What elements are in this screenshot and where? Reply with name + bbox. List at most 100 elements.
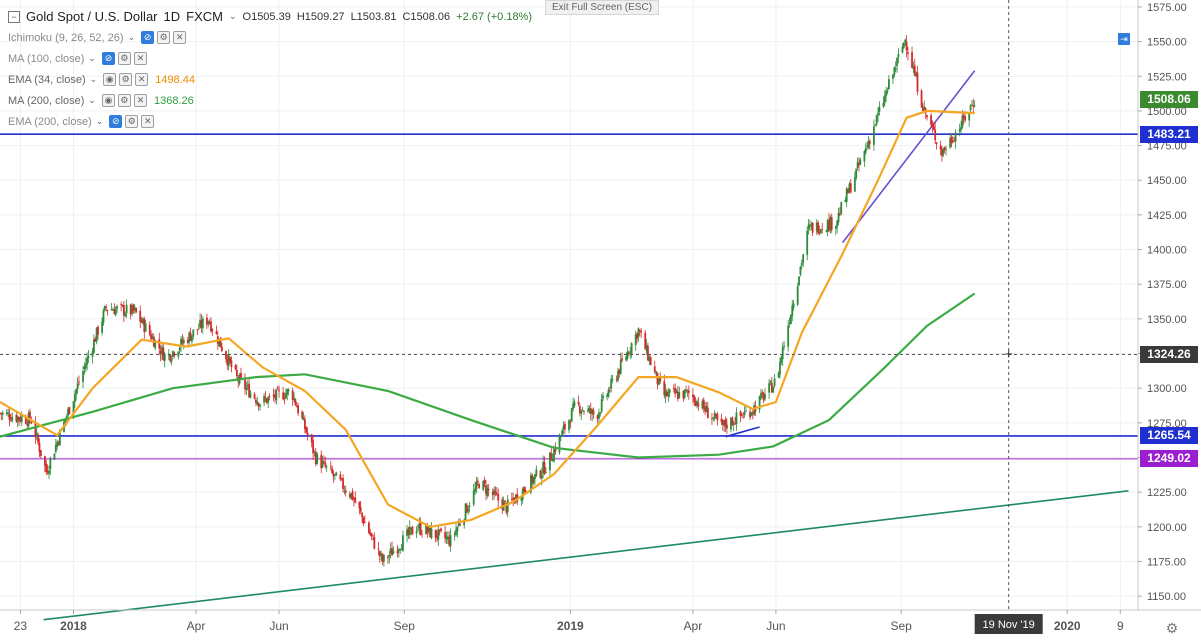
candle-body — [926, 115, 928, 118]
close-icon[interactable]: ✕ — [133, 52, 147, 65]
indicator-ma100[interactable]: MA (100, close) ⌄ ⊘ ⚙ ✕ — [8, 48, 532, 69]
interval-label[interactable]: 1D — [163, 9, 181, 24]
chevron-down-icon[interactable]: ⌄ — [95, 116, 104, 126]
candle-body — [705, 405, 708, 412]
candle-body — [897, 54, 900, 58]
visibility-hidden-icon[interactable]: ⊘ — [141, 31, 155, 44]
candle-body — [399, 549, 402, 551]
candle-body — [468, 506, 471, 508]
candle-body — [181, 339, 184, 344]
candle-body — [578, 405, 581, 414]
time-tick-label: 2019 — [557, 619, 584, 633]
candle-body — [263, 395, 265, 403]
indicator-ema34[interactable]: EMA (34, close) ⌄ ◉ ⚙ ✕ 1498.44 — [8, 69, 532, 90]
candle-body — [667, 392, 670, 397]
candle-body — [745, 410, 747, 412]
candle-body — [950, 137, 953, 143]
candle-body — [397, 549, 400, 552]
candle-body — [429, 525, 432, 538]
candle-body — [768, 383, 771, 393]
candle-body — [72, 401, 75, 415]
chart-settings-icon[interactable]: ⚙ — [1165, 620, 1179, 636]
candle-body — [830, 217, 833, 230]
exit-full-screen-hint[interactable]: Exit Full Screen (ESC) — [545, 0, 660, 15]
visibility-hidden-icon[interactable]: ⊘ — [109, 115, 123, 128]
time-tick-label: 23 — [14, 619, 28, 633]
indicator-name[interactable]: EMA (34, close) — [8, 73, 86, 86]
candle-body — [723, 420, 726, 426]
candle-body — [380, 553, 383, 556]
candle-body — [1, 412, 4, 415]
indicator-ma200[interactable]: MA (200, close) ⌄ ◉ ⚙ ✕ 1368.26 — [8, 90, 532, 111]
candle-body — [189, 332, 192, 341]
candle-body — [381, 554, 384, 563]
visibility-icon[interactable]: ◉ — [103, 73, 117, 86]
collapse-legend-icon[interactable]: − — [8, 10, 20, 23]
candle-body — [691, 394, 694, 397]
candle-body — [408, 526, 411, 535]
visibility-hidden-icon[interactable]: ⊘ — [101, 52, 115, 65]
candle-body — [682, 390, 685, 399]
close-icon[interactable]: ✕ — [141, 115, 155, 128]
indicator-name[interactable]: MA (100, close) — [8, 52, 85, 65]
candle-body — [573, 401, 576, 406]
price-tick-label: 1375.00 — [1147, 279, 1187, 291]
chevron-down-icon[interactable]: ⌄ — [127, 32, 136, 42]
candle-body — [333, 474, 336, 476]
candle-body — [48, 470, 50, 475]
candle-body — [724, 419, 727, 427]
time-axis[interactable]: 23 2018 Apr Jun Sep 2019 Apr Jun Sep 2020 9 19 Nov … — [0, 609, 1201, 634]
settings-icon[interactable]: ⚙ — [157, 31, 171, 44]
candle-body — [901, 46, 904, 53]
indicator-name[interactable]: EMA (200, close) — [8, 115, 92, 128]
candle-body — [54, 444, 57, 453]
candle-body — [112, 310, 114, 311]
chevron-down-icon[interactable]: ⌄ — [228, 11, 237, 21]
candle-body — [30, 421, 33, 424]
indicator-name[interactable]: Ichimoku (9, 26, 52, 26) — [8, 31, 124, 44]
scroll-to-realtime-icon[interactable]: ⇥ — [1118, 33, 1130, 45]
indicator-ichimoku[interactable]: Ichimoku (9, 26, 52, 26) ⌄ ⊘ ⚙ ✕ — [8, 27, 532, 48]
settings-icon[interactable]: ⚙ — [119, 73, 133, 86]
candle-body — [219, 337, 222, 348]
candle-body — [282, 392, 285, 400]
candle-body — [838, 213, 841, 216]
candle-body — [445, 537, 448, 540]
settings-icon[interactable]: ⚙ — [125, 115, 139, 128]
settings-icon[interactable]: ⚙ — [117, 94, 131, 107]
chevron-down-icon[interactable]: ⌄ — [88, 95, 96, 105]
visibility-icon[interactable]: ◉ — [101, 94, 115, 107]
candle-body — [715, 414, 717, 416]
indicator-name[interactable]: MA (200, close) — [8, 94, 85, 107]
candle-body — [581, 409, 584, 411]
candle-body — [121, 304, 124, 306]
candle-body — [9, 419, 12, 421]
candle-body — [392, 550, 395, 554]
close-icon[interactable]: ✕ — [135, 73, 149, 86]
candle-body — [570, 408, 573, 422]
candle-body — [735, 412, 738, 425]
candle-body — [45, 463, 48, 472]
symbol-title[interactable]: Gold Spot / U.S. Dollar — [26, 9, 158, 24]
candle-body — [653, 366, 656, 372]
settings-icon[interactable]: ⚙ — [117, 52, 131, 65]
source-label[interactable]: FXCM — [186, 9, 223, 24]
candle-body — [35, 432, 38, 436]
candle-body — [648, 357, 651, 362]
candle-body — [674, 387, 677, 395]
candle-body — [207, 321, 210, 325]
indicator-ema200[interactable]: EMA (200, close) ⌄ ⊘ ⚙ ✕ — [8, 111, 532, 132]
candle-body — [350, 493, 353, 499]
close-icon[interactable]: ✕ — [173, 31, 187, 44]
candle-body — [532, 477, 535, 484]
close-icon[interactable]: ✕ — [133, 94, 147, 107]
candle-body — [834, 226, 837, 229]
candle-body — [886, 90, 889, 92]
high-value: H1509.27 — [296, 10, 345, 23]
chevron-down-icon[interactable]: ⌄ — [88, 53, 96, 63]
candle-body — [591, 409, 594, 415]
candle-body — [150, 334, 152, 340]
chevron-down-icon[interactable]: ⌄ — [89, 74, 98, 84]
candle-body — [139, 310, 142, 322]
